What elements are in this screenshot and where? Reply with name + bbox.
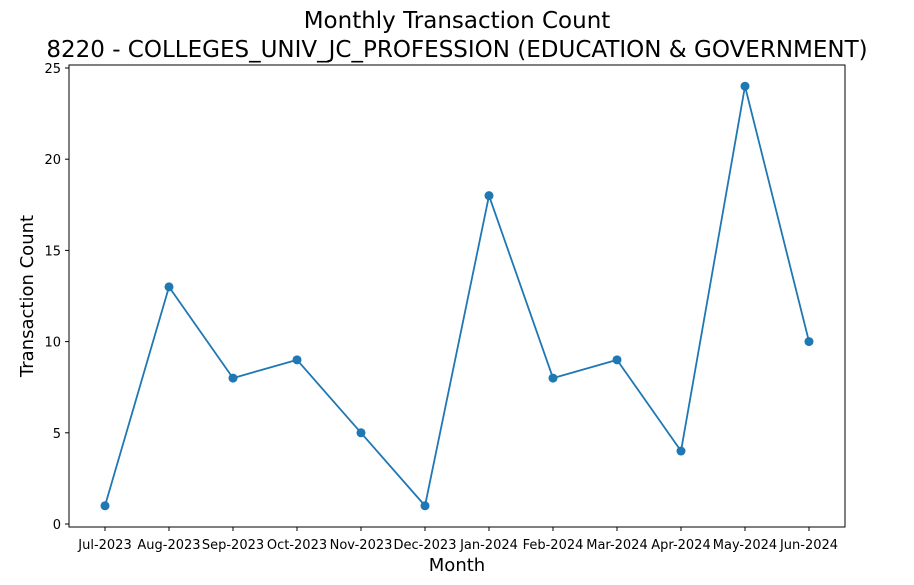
x-axis-ticks: Jul-2023 Aug-2023 Sep-2023 Oct-2023 Nov-2023… — [77, 527, 838, 553]
data-point — [484, 191, 494, 201]
y-tick-label: 15 — [44, 244, 61, 259]
y-tick-label: 10 — [44, 336, 61, 351]
data-point — [356, 428, 366, 438]
series-layer — [100, 81, 814, 511]
data-point — [676, 446, 686, 456]
data-point — [164, 282, 174, 292]
x-tick-label: Dec-2023 — [394, 538, 457, 553]
data-point — [804, 337, 814, 347]
data-point — [100, 501, 110, 511]
chart-subtitle: 8220 - COLLEGES_UNIV_JC_PROFESSION (EDUC… — [46, 37, 867, 63]
x-tick-label: Jul-2023 — [77, 538, 131, 553]
chart-title: Monthly Transaction Count — [304, 8, 611, 34]
data-point — [740, 81, 750, 91]
data-point — [228, 373, 238, 383]
data-point — [612, 355, 622, 365]
x-tick-label: Nov-2023 — [330, 538, 393, 553]
x-tick-label: Jun-2024 — [779, 538, 838, 553]
x-tick-label: Apr-2024 — [651, 538, 710, 553]
data-point — [548, 373, 558, 383]
plot-area — [68, 64, 846, 528]
y-tick-label: 25 — [44, 62, 61, 77]
x-tick-label: May-2024 — [713, 538, 777, 553]
x-tick-label: Jan-2024 — [459, 538, 518, 553]
data-point — [420, 501, 430, 511]
x-axis-label: Month — [429, 555, 485, 576]
plot-frame — [68, 64, 846, 528]
series-line — [104, 85, 810, 507]
x-tick-label: Oct-2023 — [267, 538, 327, 553]
y-tick-label: 5 — [53, 427, 61, 442]
y-axis-label: Transaction Count — [17, 215, 38, 378]
data-point — [292, 355, 302, 365]
y-tick-label: 0 — [53, 518, 61, 533]
y-axis-ticks: 0 5 10 15 20 25 — [44, 62, 69, 533]
x-tick-label: Mar-2024 — [586, 538, 647, 553]
x-tick-label: Sep-2023 — [202, 538, 264, 553]
y-tick-label: 20 — [44, 153, 61, 168]
x-tick-label: Feb-2024 — [523, 538, 584, 553]
x-tick-label: Aug-2023 — [137, 538, 200, 553]
